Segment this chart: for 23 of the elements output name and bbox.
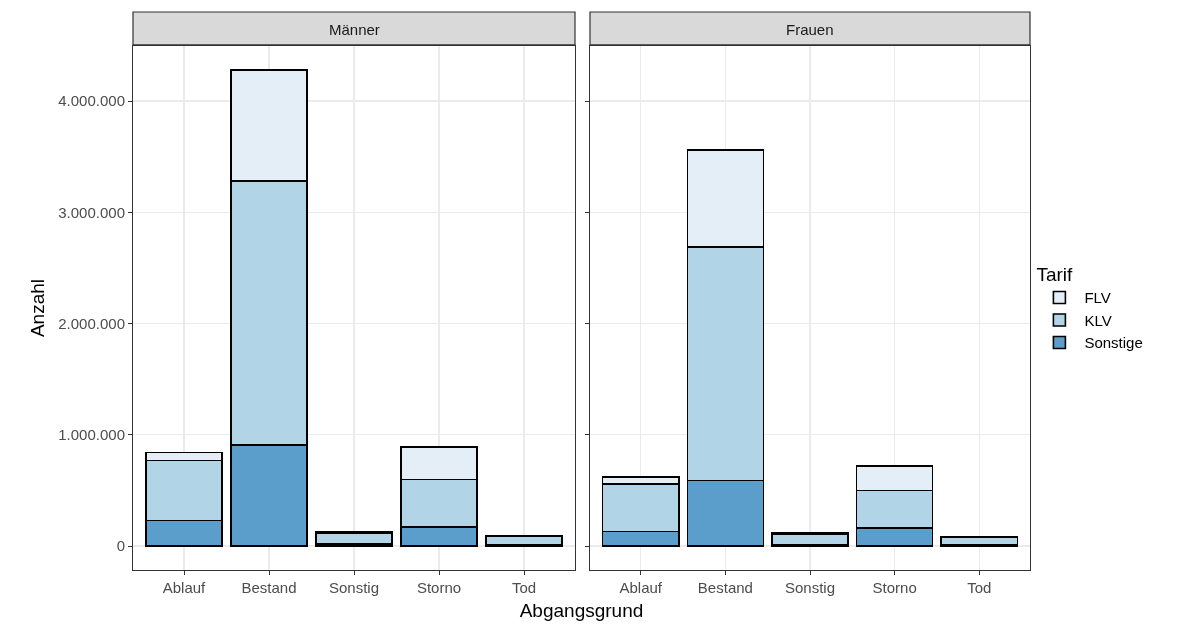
x-axis-title: Abgangsgrund (518, 600, 645, 622)
x-tick-label: Sonstig (328, 579, 380, 596)
x-tick-label: Tod (967, 579, 992, 596)
y-tick-label: 0 (116, 537, 125, 555)
y-tick-label: 2.000.000 (58, 314, 125, 332)
legend-label: Sonstige (1084, 334, 1143, 352)
legend-label: KLV (1084, 311, 1112, 329)
x-tick-label: Sonstig (784, 579, 836, 596)
x-tick-label: Bestand (697, 579, 753, 596)
y-axis-title: Anzahl (27, 278, 49, 338)
chart-title: Frauen (786, 21, 834, 38)
legend-label: FLV (1084, 289, 1111, 307)
y-tick-label: 1.000.000 (58, 426, 125, 444)
x-tick-label: Ablauf (619, 579, 663, 596)
chart-title: Männer (329, 21, 380, 38)
x-tick-label: Ablauf (162, 579, 207, 596)
x-tick-label: Tod (511, 579, 537, 596)
y-tick-label: 4.000.000 (58, 92, 125, 110)
y-tick-label: 3.000.000 (58, 203, 125, 221)
x-tick-label: Bestand (241, 579, 297, 596)
legend-title: Tarif (1036, 264, 1074, 286)
x-tick-label: Storno (416, 579, 462, 596)
x-tick-label: Storno (872, 579, 917, 596)
